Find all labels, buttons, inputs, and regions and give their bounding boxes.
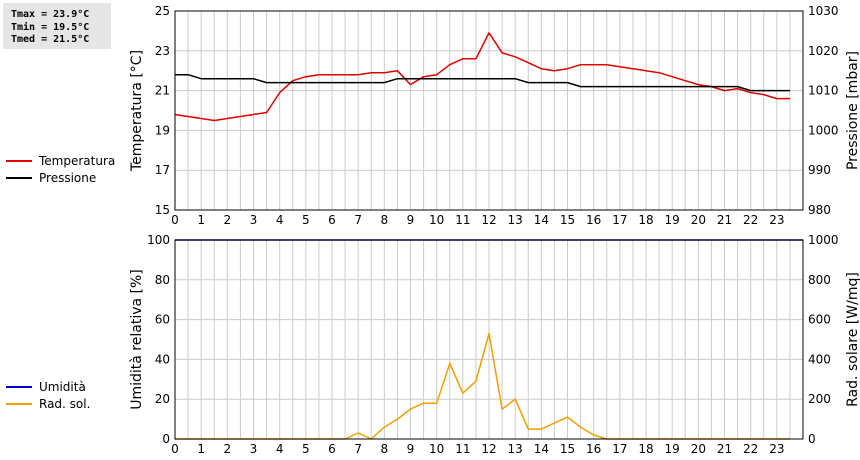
- x-tick-label: 9: [407, 213, 415, 227]
- x-tick-label: 16: [586, 442, 601, 456]
- y-right-tick-label: 1000: [808, 123, 839, 137]
- y-right-axis-title: Pressione [mbar]: [845, 51, 860, 170]
- legend-label-temperatura: Temperatura: [39, 154, 116, 168]
- y-left-tick-label: 25: [155, 4, 170, 18]
- legend-label-rad-sol: Rad. sol.: [39, 397, 91, 411]
- y-left-tick-label: 23: [155, 44, 170, 58]
- plot-frame: [174, 10, 804, 211]
- x-tick-label: 7: [354, 442, 362, 456]
- y-left-axis-title: Umidità relativa [%]: [129, 269, 145, 410]
- x-tick-label: 17: [612, 442, 627, 456]
- y-right-tick-label: 0: [808, 432, 816, 446]
- y-right-tick-label: 600: [808, 313, 831, 327]
- x-tick-label: 8: [381, 442, 389, 456]
- x-tick-label: 1: [197, 442, 205, 456]
- x-tick-label: 19: [665, 213, 680, 227]
- x-tick-label: 10: [429, 213, 444, 227]
- y-left-tick-label: 100: [147, 233, 170, 247]
- y-left-tick-label: 17: [155, 163, 170, 177]
- y-right-tick-label: 800: [808, 273, 831, 287]
- y-right-tick-label: 200: [808, 392, 831, 406]
- x-tick-label: 3: [250, 442, 258, 456]
- x-tick-label: 18: [638, 442, 653, 456]
- x-tick-label: 3: [250, 213, 258, 227]
- x-tick-label: 21: [717, 213, 732, 227]
- stats-box: Tmax = 23.9°C Tmin = 19.5°C Tmed = 21.5°…: [3, 3, 111, 49]
- y-right-tick-label: 400: [808, 352, 831, 366]
- plot-frame: [174, 239, 804, 440]
- x-tick-label: 14: [534, 213, 549, 227]
- y-right-tick-label: 980: [808, 203, 831, 217]
- legend-label-umidita: Umidità: [39, 380, 86, 394]
- x-tick-label: 5: [302, 442, 310, 456]
- x-tick-label: 18: [638, 213, 653, 227]
- x-tick-label: 11: [455, 213, 470, 227]
- x-tick-label: 6: [328, 442, 336, 456]
- x-tick-label: 23: [769, 442, 784, 456]
- x-tick-label: 0: [171, 213, 179, 227]
- x-tick-label: 22: [743, 213, 758, 227]
- x-tick-label: 1: [197, 213, 205, 227]
- legend-swatch-umidita: [6, 386, 32, 388]
- x-tick-label: 9: [407, 442, 415, 456]
- y-right-tick-label: 1000: [808, 233, 839, 247]
- y-right-tick-label: 1010: [808, 84, 839, 98]
- y-right-tick-label: 1030: [808, 4, 839, 18]
- x-tick-label: 16: [586, 213, 601, 227]
- x-tick-label: 5: [302, 213, 310, 227]
- x-tick-label: 14: [534, 442, 549, 456]
- x-tick-label: 23: [769, 213, 784, 227]
- legend-label-pressione: Pressione: [39, 171, 97, 185]
- legend-swatch-temperatura: [6, 160, 32, 162]
- y-left-tick-label: 15: [155, 203, 170, 217]
- y-right-axis-title: Rad. solare [W/mq]: [845, 272, 860, 407]
- y-left-tick-label: 21: [155, 84, 170, 98]
- x-tick-label: 11: [455, 442, 470, 456]
- y-left-axis-title: Temperatura [°C]: [129, 50, 145, 172]
- legend-swatch-rad-sol: [6, 403, 32, 405]
- x-tick-label: 12: [481, 213, 496, 227]
- stat-tmax: Tmax = 23.9°C: [11, 9, 90, 20]
- x-tick-label: 12: [481, 442, 496, 456]
- y-left-tick-label: 20: [155, 392, 170, 406]
- y-right-tick-label: 990: [808, 163, 831, 177]
- series-line-rad-sol: [175, 332, 790, 440]
- x-tick-label: 6: [328, 213, 336, 227]
- x-tick-label: 13: [508, 213, 523, 227]
- y-left-tick-label: 40: [155, 352, 170, 366]
- x-tick-label: 15: [560, 213, 575, 227]
- chart-panel-1: 0 1 2 3 4 5 6 7 8 9 10 11 12 13 14 15 16 17 18 19 20 21 22 2315…: [129, 4, 860, 227]
- y-left-tick-label: 19: [155, 123, 170, 137]
- x-tick-label: 17: [612, 213, 627, 227]
- y-left-tick-label: 80: [155, 273, 170, 287]
- x-tick-label: 10: [429, 442, 444, 456]
- x-tick-label: 19: [665, 442, 680, 456]
- stat-tmin: Tmin = 19.5°C: [11, 21, 90, 33]
- y-left-tick-label: 60: [155, 313, 170, 327]
- x-tick-label: 4: [276, 213, 284, 227]
- series-line-pressione: [175, 73, 790, 92]
- x-tick-label: 22: [743, 442, 758, 456]
- x-tick-label: 0: [171, 442, 179, 456]
- x-tick-label: 4: [276, 442, 284, 456]
- x-tick-label: 20: [691, 213, 706, 227]
- x-tick-label: 15: [560, 442, 575, 456]
- chart-panel-2: 0 1 2 3 4 5 6 7 8 9 10 11 12 13 14 15 16 17 18 19 20 21 22 2302…: [129, 233, 860, 456]
- stat-tmed: Tmed = 21.5°C: [11, 34, 90, 45]
- x-tick-label: 8: [381, 213, 389, 227]
- y-right-tick-label: 1020: [808, 44, 839, 58]
- x-tick-label: 20: [691, 442, 706, 456]
- x-tick-label: 13: [508, 442, 523, 456]
- x-tick-label: 2: [224, 213, 232, 227]
- legend-swatch-pressione: [6, 177, 32, 179]
- series-line-temperatura: [174, 32, 790, 122]
- x-tick-label: 7: [354, 213, 362, 227]
- x-tick-label: 2: [224, 442, 232, 456]
- x-tick-label: 21: [717, 442, 732, 456]
- y-left-tick-label: 0: [162, 432, 170, 446]
